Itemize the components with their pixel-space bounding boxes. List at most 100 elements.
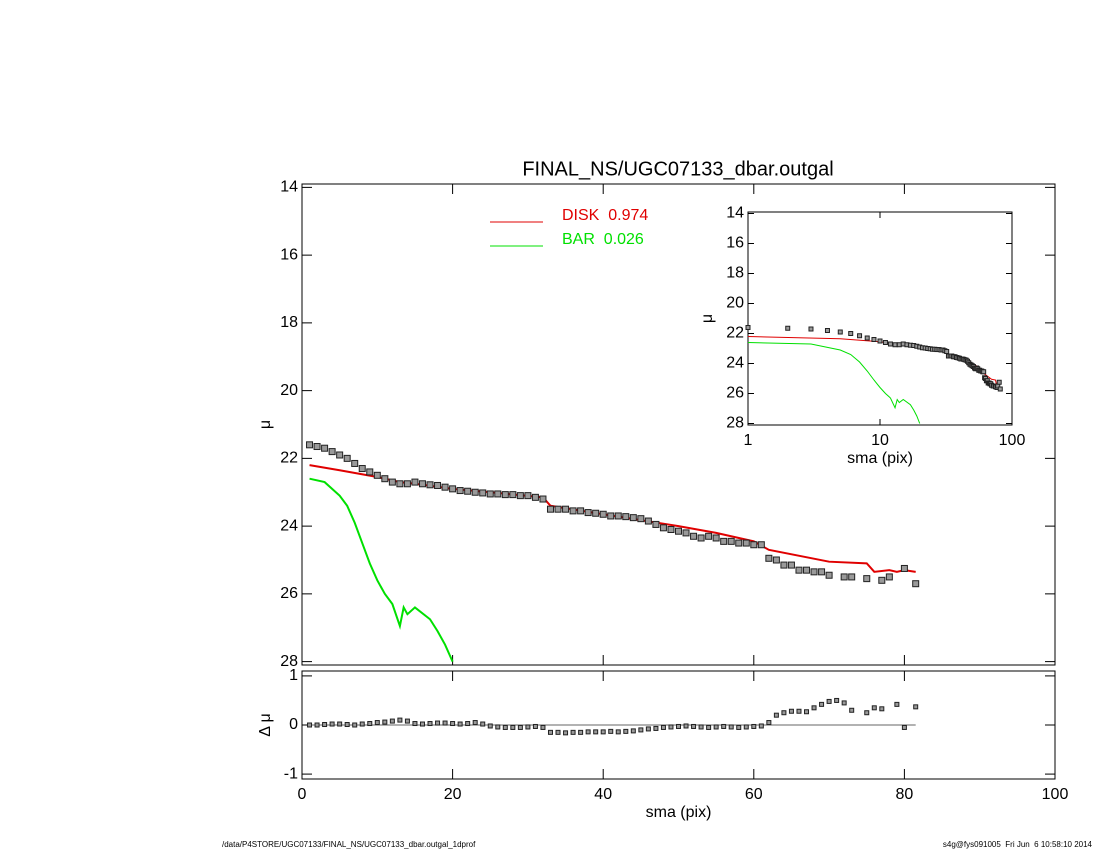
y-tick-label: 20 <box>726 295 744 312</box>
data-point <box>652 520 660 528</box>
data-point <box>352 722 358 728</box>
data-point <box>912 580 920 588</box>
data-point <box>322 722 328 728</box>
data-point <box>412 721 418 727</box>
data-point <box>758 723 764 729</box>
data-point <box>808 326 814 332</box>
data-point <box>336 451 344 459</box>
data-point <box>366 468 374 476</box>
data-point <box>864 710 870 716</box>
data-point <box>781 710 787 716</box>
data-point <box>645 726 651 732</box>
y-tick-label: 22 <box>726 325 744 342</box>
data-point <box>780 561 788 569</box>
data-point <box>374 720 380 726</box>
footer-left: /data/P4STORE/UGC07133/FINAL_NS/UGC07133… <box>222 840 476 849</box>
data-point <box>403 480 411 488</box>
data-point <box>328 448 336 456</box>
data-point <box>773 712 779 718</box>
data-point <box>841 700 847 706</box>
data-point <box>675 527 682 535</box>
data-point <box>359 721 365 727</box>
data-point <box>644 517 652 525</box>
data-point <box>608 728 614 734</box>
data-point <box>676 723 681 729</box>
data-point <box>434 481 442 489</box>
data-point <box>509 491 517 499</box>
data-point <box>901 724 907 730</box>
data-point <box>442 720 448 726</box>
data-point <box>622 513 630 521</box>
data-point <box>547 729 553 735</box>
data-point <box>480 721 486 727</box>
data-point <box>389 718 395 724</box>
y-tick-label: 24 <box>280 517 298 534</box>
data-point <box>516 492 524 500</box>
y-tick-label: 22 <box>280 450 298 467</box>
data-point <box>742 539 750 547</box>
data-point <box>472 720 478 726</box>
y-axis-label: μ <box>257 420 274 429</box>
data-point <box>593 729 599 735</box>
x-axis-label: sma (pix) <box>646 804 712 821</box>
data-point <box>584 509 592 517</box>
data-point <box>510 724 516 730</box>
y-axis-label: Δ μ <box>257 713 274 736</box>
data-point <box>683 723 689 729</box>
x-tick-label: 60 <box>745 786 763 803</box>
data-point <box>728 724 734 730</box>
data-point <box>750 541 758 549</box>
data-point <box>637 515 645 523</box>
data-point <box>691 723 697 729</box>
data-point <box>879 706 885 712</box>
data-point <box>878 576 886 584</box>
data-point <box>487 723 493 729</box>
data-point <box>457 721 463 727</box>
data-point <box>848 573 856 581</box>
y-tick-label: 26 <box>280 585 298 602</box>
y-tick-label: 24 <box>726 355 744 372</box>
legend-label: DISK 0.974 <box>562 207 648 224</box>
data-point <box>419 721 425 727</box>
y-tick-label: -1 <box>284 765 298 782</box>
x-tick-label: 40 <box>594 786 612 803</box>
data-point <box>517 724 523 730</box>
data-point <box>607 512 615 520</box>
data-point <box>787 561 795 569</box>
data-point <box>659 524 667 532</box>
data-point <box>321 444 329 452</box>
data-point <box>712 534 720 542</box>
y-tick-label: 28 <box>280 653 298 670</box>
data-point <box>894 701 900 707</box>
data-point <box>882 340 888 345</box>
x-tick-label: 100 <box>1042 786 1069 803</box>
data-point <box>629 514 637 522</box>
inset-series-line <box>748 342 921 424</box>
data-point <box>810 568 818 576</box>
data-point <box>329 721 335 727</box>
data-point <box>367 721 373 727</box>
chart-title: FINAL_NS/UGC07133_dbar.outgal <box>522 158 833 180</box>
data-point <box>887 341 893 347</box>
series-line <box>309 477 454 663</box>
data-point <box>803 566 811 574</box>
data-point <box>698 724 704 730</box>
data-point <box>690 532 698 540</box>
data-point <box>706 724 712 730</box>
data-point <box>555 729 561 735</box>
data-point <box>623 728 629 734</box>
data-point <box>539 495 547 503</box>
data-point <box>450 721 456 727</box>
data-point <box>479 489 487 497</box>
plot-frame <box>747 211 1013 426</box>
data-point <box>441 483 449 491</box>
data-point <box>944 349 950 354</box>
data-point <box>404 718 410 724</box>
data-point <box>795 566 803 574</box>
y-tick-label: 16 <box>726 235 744 252</box>
data-point <box>570 729 576 735</box>
data-point <box>871 337 877 342</box>
data-point <box>630 728 636 734</box>
data-point <box>653 725 659 731</box>
